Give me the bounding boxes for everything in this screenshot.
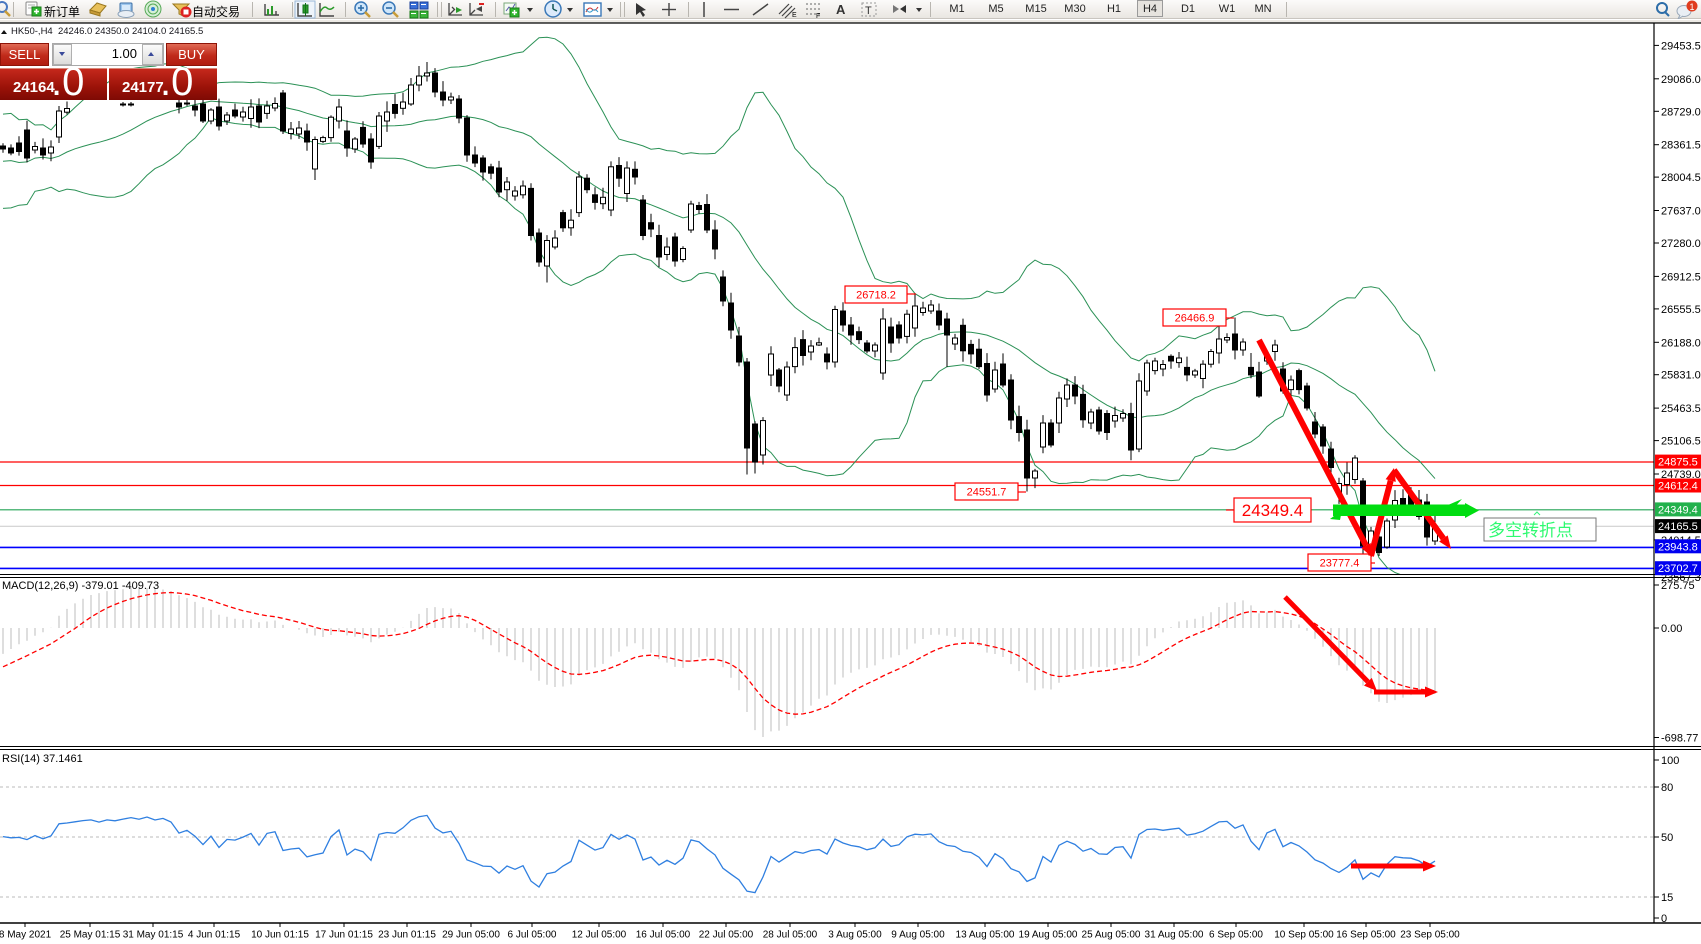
svg-text:27637.0: 27637.0	[1661, 206, 1701, 218]
svg-text:MACD(12,26,9) -379.01 -409.73: MACD(12,26,9) -379.01 -409.73	[2, 580, 159, 592]
svg-text:10 Sep 05:00: 10 Sep 05:00	[1274, 930, 1334, 941]
svg-text:9 Aug 05:00: 9 Aug 05:00	[891, 930, 945, 941]
svg-text:24551.7: 24551.7	[967, 486, 1007, 498]
svg-text:24612.4: 24612.4	[1658, 481, 1698, 493]
svg-text:8 May 2021: 8 May 2021	[0, 930, 52, 941]
svg-text:E: E	[792, 12, 797, 19]
svg-text:31 May 01:15: 31 May 01:15	[123, 930, 184, 941]
svg-text:T: T	[865, 5, 872, 17]
svg-text:26555.5: 26555.5	[1661, 304, 1701, 316]
svg-text:15: 15	[1661, 892, 1673, 904]
svg-text:28361.5: 28361.5	[1661, 140, 1701, 152]
svg-text:19 Aug 05:00: 19 Aug 05:00	[1019, 930, 1078, 941]
svg-text:25831.0: 25831.0	[1661, 370, 1701, 382]
svg-text:26912.5: 26912.5	[1661, 271, 1701, 283]
svg-text:80: 80	[1661, 782, 1673, 794]
svg-text:0: 0	[1661, 913, 1667, 925]
svg-text:16 Jul 05:00: 16 Jul 05:00	[636, 930, 691, 941]
svg-text:1: 1	[1690, 2, 1695, 12]
svg-text:6 Jul 05:00: 6 Jul 05:00	[508, 930, 557, 941]
svg-text:25106.5: 25106.5	[1661, 436, 1701, 448]
svg-text:17 Jun 01:15: 17 Jun 01:15	[315, 930, 373, 941]
svg-text:23702.7: 23702.7	[1658, 563, 1698, 575]
svg-text:31 Aug 05:00: 31 Aug 05:00	[1145, 930, 1204, 941]
svg-text:10 Jun 01:15: 10 Jun 01:15	[251, 930, 309, 941]
svg-text:29453.5: 29453.5	[1661, 40, 1701, 52]
svg-text:13 Aug 05:00: 13 Aug 05:00	[956, 930, 1015, 941]
svg-text:28004.5: 28004.5	[1661, 172, 1701, 184]
svg-text:6 Sep 05:00: 6 Sep 05:00	[1209, 930, 1263, 941]
svg-text:29086.0: 29086.0	[1661, 74, 1701, 86]
svg-text:24875.5: 24875.5	[1658, 457, 1698, 469]
svg-text:24165.5: 24165.5	[1658, 521, 1698, 533]
svg-text:275.75: 275.75	[1661, 580, 1695, 592]
svg-text:25 May 01:15: 25 May 01:15	[60, 930, 121, 941]
svg-text:RSI(14) 37.1461: RSI(14) 37.1461	[2, 753, 83, 765]
svg-text:23 Sep 05:00: 23 Sep 05:00	[1400, 930, 1460, 941]
svg-text:A: A	[836, 2, 846, 17]
svg-text:27280.0: 27280.0	[1661, 238, 1701, 250]
svg-text:23 Jun 01:15: 23 Jun 01:15	[378, 930, 436, 941]
svg-text:12 Jul 05:00: 12 Jul 05:00	[572, 930, 627, 941]
svg-text:3 Aug 05:00: 3 Aug 05:00	[828, 930, 882, 941]
svg-text:F: F	[816, 13, 820, 19]
svg-text:25463.5: 25463.5	[1661, 403, 1701, 415]
svg-text:26466.9: 26466.9	[1175, 312, 1215, 324]
svg-text:24349.4: 24349.4	[1658, 504, 1698, 516]
svg-text:22 Jul 05:00: 22 Jul 05:00	[699, 930, 754, 941]
svg-text:多空转折点: 多空转折点	[1488, 521, 1573, 540]
svg-text:25 Aug 05:00: 25 Aug 05:00	[1082, 930, 1141, 941]
svg-text:0.00: 0.00	[1661, 623, 1682, 635]
svg-text:28729.0: 28729.0	[1661, 106, 1701, 118]
svg-text:23777.4: 23777.4	[1320, 557, 1360, 569]
svg-text:16 Sep 05:00: 16 Sep 05:00	[1336, 930, 1396, 941]
svg-text:26188.0: 26188.0	[1661, 337, 1701, 349]
svg-text:26718.2: 26718.2	[856, 289, 896, 301]
svg-text:-698.77: -698.77	[1661, 733, 1698, 745]
svg-text:29 Jun 05:00: 29 Jun 05:00	[442, 930, 500, 941]
svg-text:50: 50	[1661, 832, 1673, 844]
svg-text:4 Jun 01:15: 4 Jun 01:15	[188, 930, 241, 941]
svg-text:28 Jul 05:00: 28 Jul 05:00	[763, 930, 818, 941]
svg-text:23943.8: 23943.8	[1658, 541, 1698, 553]
svg-text:100: 100	[1661, 755, 1679, 767]
svg-text:24739.0: 24739.0	[1661, 469, 1701, 481]
svg-text:24349.4: 24349.4	[1242, 501, 1303, 520]
